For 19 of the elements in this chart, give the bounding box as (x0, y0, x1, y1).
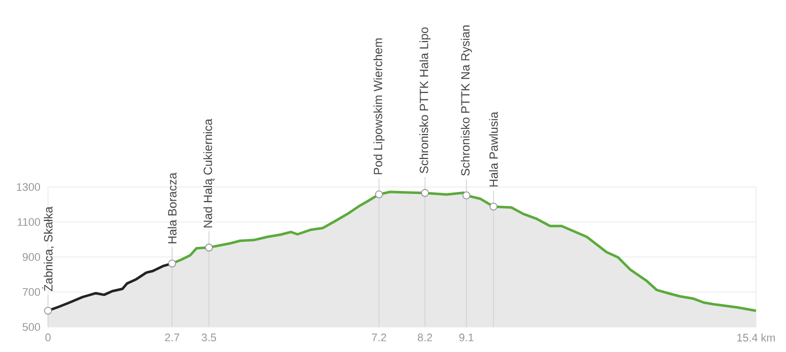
annotation: Hala Boracza (168, 172, 177, 244)
annotation: Schronisko PTTK Hala Lipo (419, 27, 431, 174)
x-tick-label: 3.5 (202, 334, 216, 342)
y-tick-label: 900 (22, 253, 40, 261)
annotation: Schronisko PTTK Na Rysian (460, 26, 472, 176)
annotation: Hala Pawlusia (489, 112, 498, 186)
annotation: Pod Lipowskim Wierchem (373, 38, 385, 174)
x-tick-label: 2.7 (165, 334, 180, 342)
y-tick-label: 1300 (16, 183, 40, 191)
y-tick-label: 500 (22, 323, 40, 331)
y-tick-label: 1100 (18, 218, 40, 226)
annotation: Żabnica, Skałka (42, 206, 54, 292)
x-tick-label: 8.2 (418, 334, 432, 342)
x-tick-label: 7.2 (372, 334, 386, 342)
y-tick-label: 700 (22, 288, 40, 296)
x-tick-label: 0 (45, 334, 51, 342)
annotation: Nad Halą Cukiernica (203, 118, 214, 228)
x-tick-label: 9.1 (459, 334, 474, 342)
x-tick-label: 15.4 km (737, 334, 775, 342)
